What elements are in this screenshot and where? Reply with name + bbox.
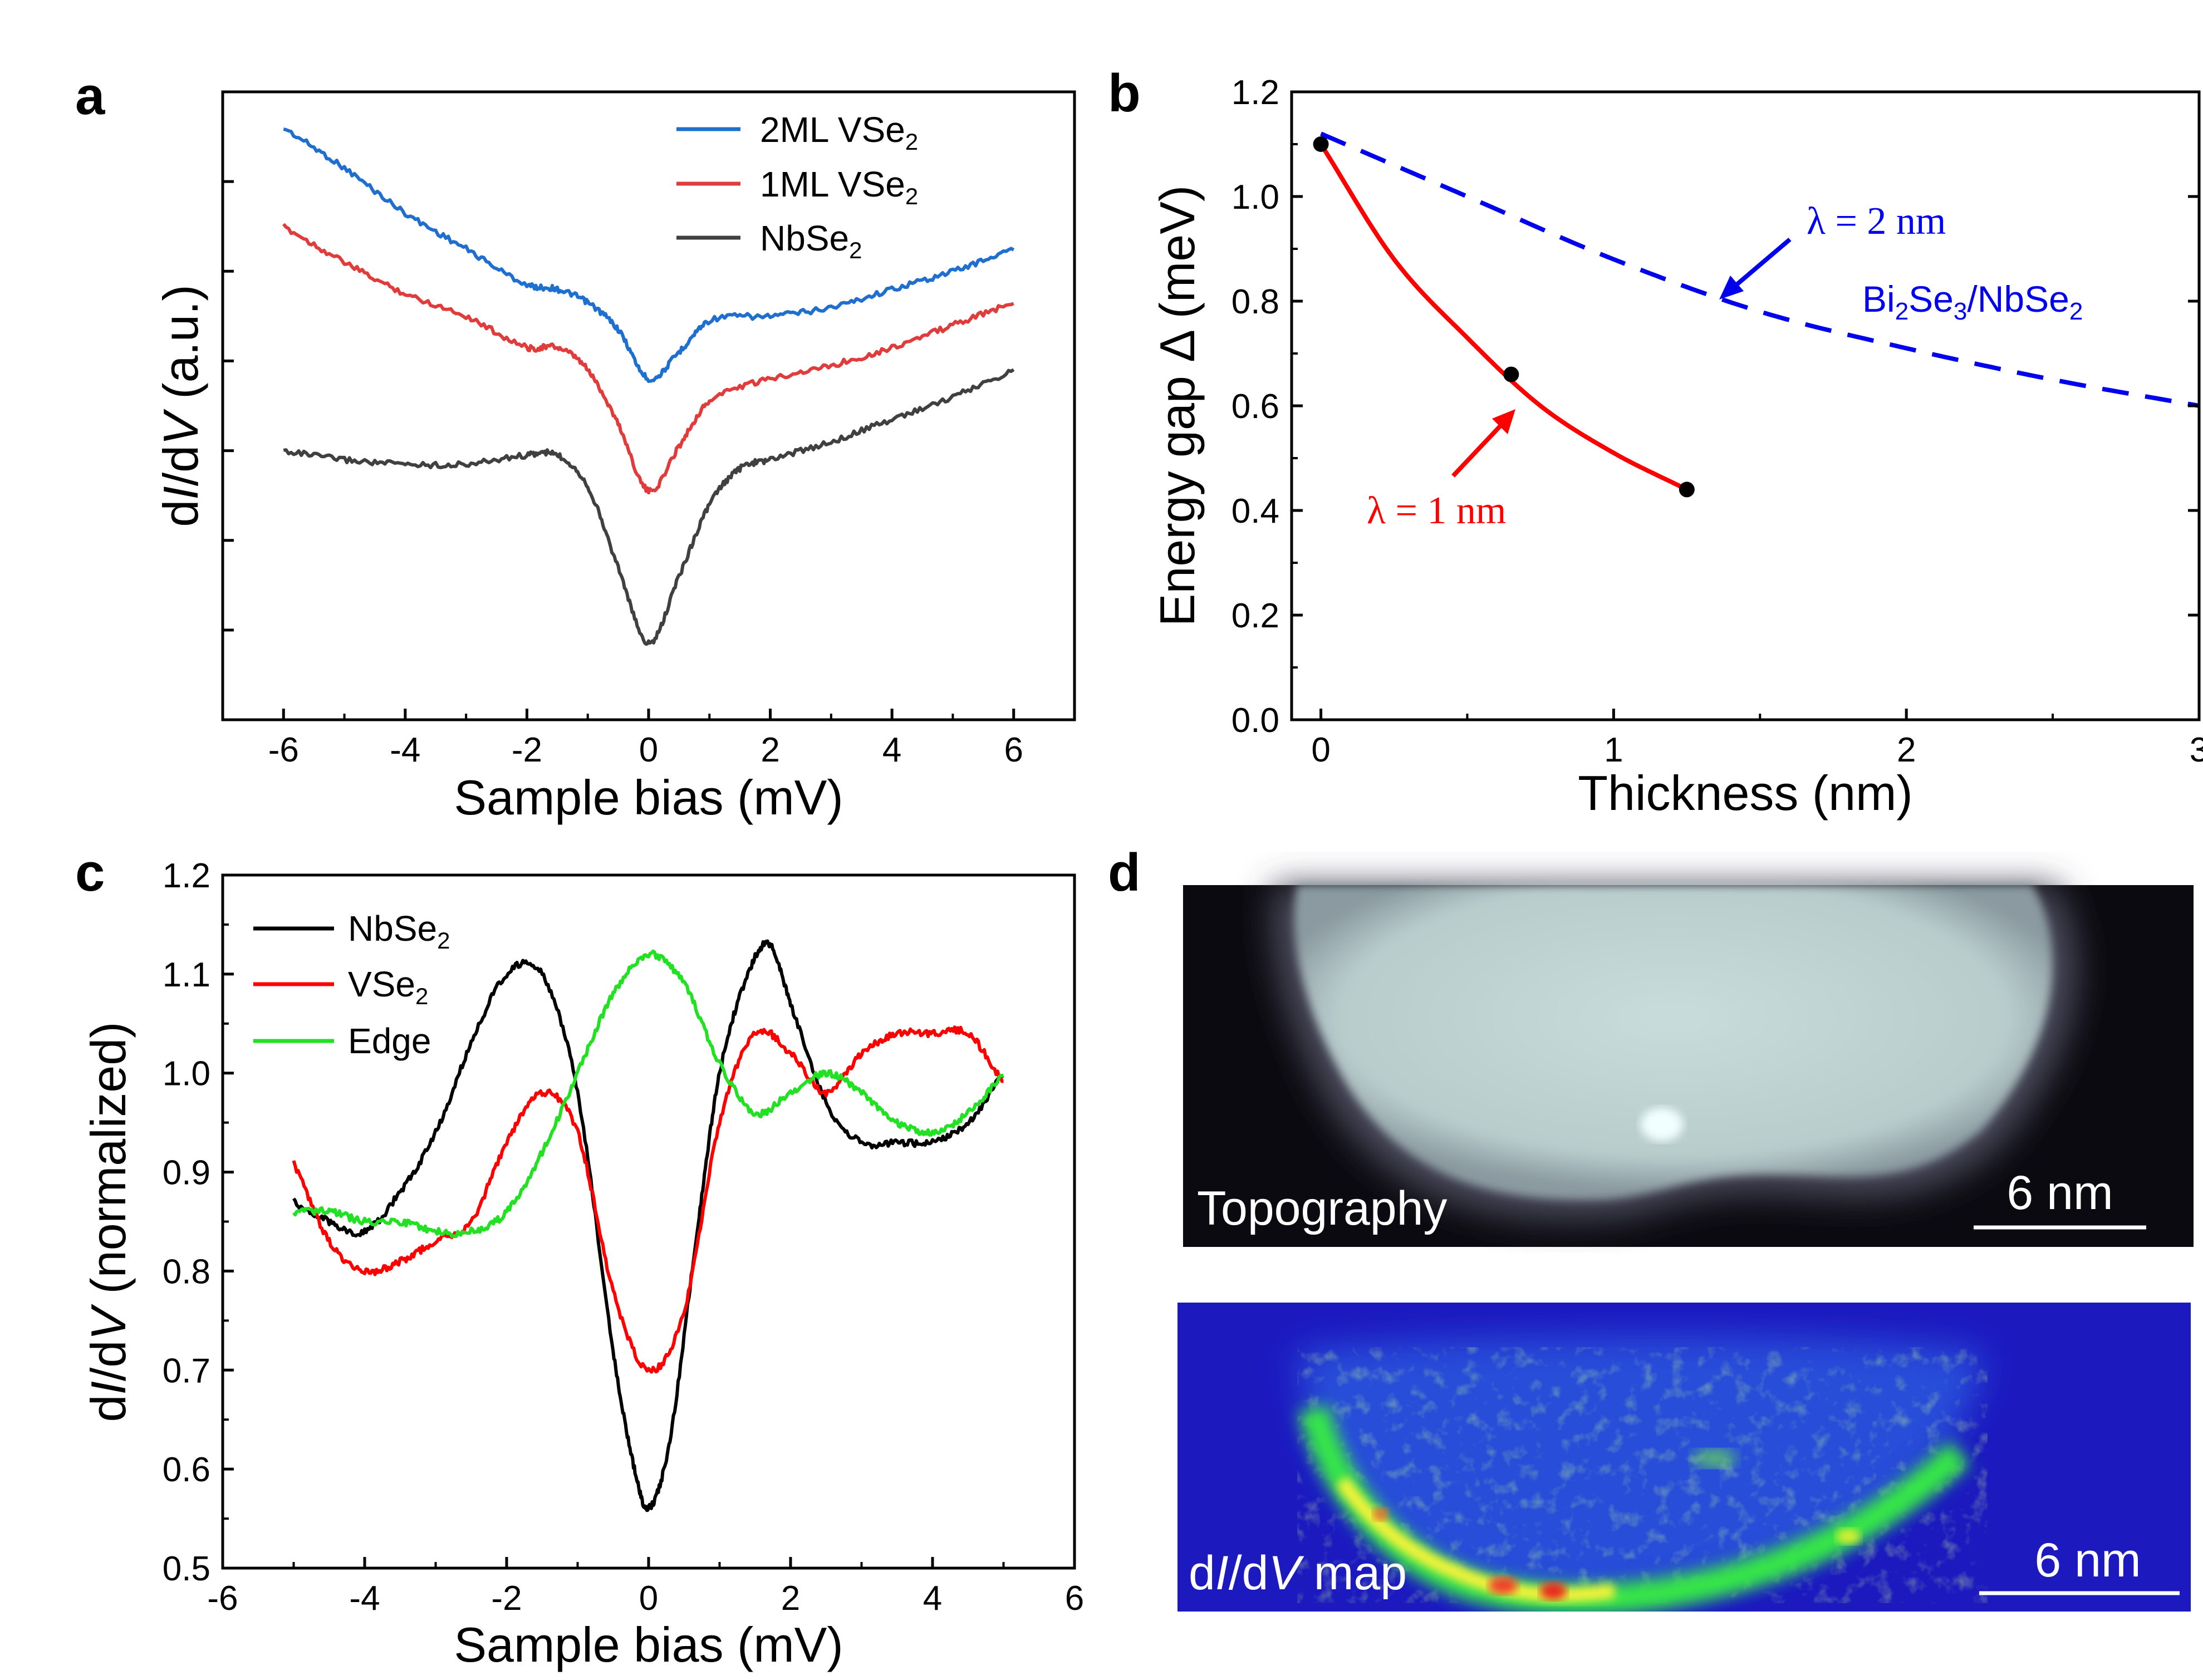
chart-a-frame <box>221 90 1076 721</box>
panel-label-a: a <box>75 66 105 126</box>
y-tick-label: 0.2 <box>1231 597 1279 635</box>
arrowhead-lambda-1nm <box>1492 409 1515 434</box>
y-tick-label: 0.0 <box>1231 701 1279 740</box>
chart-c-xlabel: Sample bias (mV) <box>454 1617 843 1672</box>
series-line <box>282 223 1014 495</box>
x-tick-label: 6 <box>1004 731 1023 769</box>
y-tick-label: 1.2 <box>1231 73 1279 112</box>
y-tick-label: 0.8 <box>163 1252 210 1291</box>
series-line <box>1319 143 1688 492</box>
series-line <box>292 939 1004 1512</box>
y-tick-label: 0.4 <box>1231 492 1279 530</box>
legend-label-1ml: 1ML VSe2 <box>760 164 918 209</box>
didv-map-edge-yellow <box>1336 1476 1616 1603</box>
x-tick-label: -2 <box>512 731 542 769</box>
annotation-lambda-1nm: λ = 1 nm <box>1367 489 1506 532</box>
x-tick-label: 2 <box>781 1579 800 1618</box>
legend-label-c-nbse2: NbSe2 <box>348 908 450 954</box>
series-line <box>292 1025 1004 1374</box>
chart-c-legend: NbSe2 VSe2 Edge <box>253 908 450 1061</box>
data-point <box>1503 366 1519 382</box>
didv-map-spot-5 <box>1692 1450 1737 1467</box>
chart-b-ylabel: Energy gap Δ (meV) <box>1150 185 1205 626</box>
x-tick-label: 0 <box>639 731 658 769</box>
chart-c-series-group <box>292 939 1004 1512</box>
y-tick-label: 0.5 <box>163 1550 210 1588</box>
legend-label-c-edge: Edge <box>348 1021 431 1061</box>
topography-island <box>1294 885 2053 1200</box>
legend-label-c-vse2: VSe2 <box>348 964 428 1009</box>
chart-b-series-group <box>1313 131 2200 498</box>
series-line <box>1320 131 2200 408</box>
x-tick-label: -4 <box>390 731 420 769</box>
didv-map-scalebar-label: 6 nm <box>2034 1534 2141 1587</box>
chart-a-series-group <box>282 127 1015 646</box>
x-tick-label: 1 <box>1604 731 1623 769</box>
x-tick-label: -6 <box>268 731 299 769</box>
didv-map-hotspot-3 <box>1373 1507 1388 1521</box>
chart-a-xlabel: Sample bias (mV) <box>454 770 843 825</box>
data-point <box>1313 136 1329 152</box>
y-tick-label: 1.0 <box>1231 178 1279 217</box>
chart-c: -6 -4 -2 0 2 4 6 0.5 0.6 0.7 0.8 0.9 1.0 1.1 1.2 Sampl… <box>81 857 1084 1672</box>
legend-label-2ml: 2ML VSe2 <box>760 110 918 155</box>
chart-c-ticks: -6 -4 -2 0 2 4 6 0.5 0.6 0.7 0.8 0.9 1.0 1.1 1.2 <box>163 857 1084 1618</box>
chart-c-ylabel: dI/dV (normalized) <box>81 1022 136 1422</box>
x-tick-label: 4 <box>882 731 901 769</box>
chart-a-ticks: -6 -4 -2 0 2 4 6 <box>223 180 1023 769</box>
topography-image: Topography 6 nm <box>1183 885 2194 1247</box>
y-tick-label: 0.6 <box>163 1451 210 1489</box>
arrow-lambda-1nm <box>1451 424 1502 478</box>
x-tick-label: 0 <box>639 1579 658 1618</box>
x-tick-label: 6 <box>1065 1579 1084 1618</box>
chart-b-ticks: 0 1 2 3 0.0 0.2 0.4 0.6 0.8 1.0 1.2 <box>1231 73 2203 769</box>
didv-map-image: dI/dV map 6 nm <box>1177 1303 2191 1612</box>
y-tick-label: 0.7 <box>163 1352 210 1390</box>
chart-a-legend: 2ML VSe2 1ML VSe2 NbSe2 <box>676 110 918 263</box>
chart-a: -6 -4 -2 0 2 4 6 Sample bias (mV) dI/dV (a.u.)… <box>153 90 1076 825</box>
series-line <box>292 949 1004 1239</box>
annotation-bi2se3-nbse2: Bi2Se3/NbSe2 <box>1862 278 2083 325</box>
topography-scalebar-label: 6 nm <box>2006 1166 2113 1220</box>
x-tick-label: -4 <box>349 1579 380 1618</box>
panel-label-c: c <box>75 843 105 902</box>
panel-label-d: d <box>1108 843 1141 902</box>
arrowhead-lambda-2nm <box>1719 276 1744 299</box>
annotation-lambda-2nm: λ = 2 nm <box>1807 200 1946 243</box>
x-tick-label: -6 <box>207 1579 238 1618</box>
didv-map-hotspot-2 <box>1540 1582 1567 1600</box>
series-line <box>283 127 1015 383</box>
didv-map-hotspot-1 <box>1489 1576 1518 1594</box>
chart-b: 0 1 2 3 0.0 0.2 0.4 0.6 0.8 1.0 1.2 Thickness (nm)… <box>1150 73 2203 821</box>
y-tick-label: 0.6 <box>1231 387 1279 426</box>
series-line <box>283 368 1015 646</box>
didv-map-label: dI/dV map <box>1189 1546 1407 1600</box>
chart-a-ylabel: dI/dV (a.u.) <box>153 284 208 527</box>
y-tick-label: 1.2 <box>163 857 210 895</box>
legend-label-nbse2: NbSe2 <box>760 218 862 263</box>
y-tick-label: 1.1 <box>163 956 210 994</box>
arrow-lambda-2nm <box>1733 237 1792 289</box>
y-tick-label: 1.0 <box>163 1055 210 1093</box>
x-tick-label: 2 <box>1897 731 1916 769</box>
topography-bright-spot <box>1641 1108 1683 1141</box>
chart-b-frame <box>1290 90 2201 721</box>
x-tick-label: 3 <box>2190 731 2203 769</box>
data-point <box>1679 482 1695 498</box>
y-tick-label: 0.8 <box>1231 283 1279 321</box>
panel-label-b: b <box>1108 63 1141 123</box>
topography-label: Topography <box>1197 1182 1447 1235</box>
y-tick-label: 0.9 <box>163 1154 210 1192</box>
x-tick-label: 4 <box>923 1579 942 1618</box>
chart-b-xlabel: Thickness (nm) <box>1578 765 1912 821</box>
x-tick-label: 0 <box>1311 731 1330 769</box>
x-tick-label: -2 <box>491 1579 522 1618</box>
didv-map-spot-4 <box>1836 1529 1861 1544</box>
x-tick-label: 2 <box>760 731 779 769</box>
